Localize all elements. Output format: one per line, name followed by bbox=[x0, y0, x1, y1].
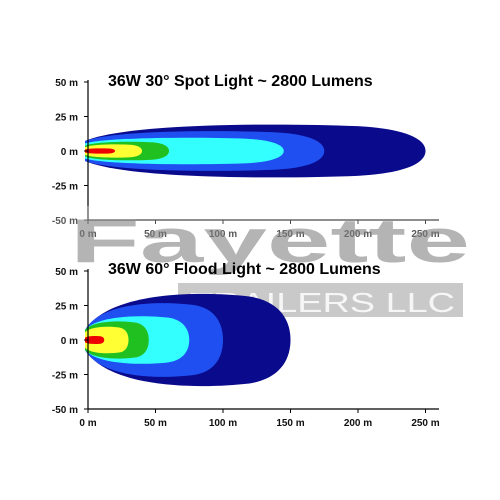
spot-light-chart: 50 m25 m0 m-25 m-50 m0 m 50 m 100 m 150 m 20… bbox=[52, 73, 440, 240]
flood-light-y-tick-label: 25 m bbox=[55, 302, 78, 313]
flood-light-x-tick-label: 150 m bbox=[276, 418, 304, 429]
spot-light-y-tick-label: 0 m bbox=[61, 147, 78, 158]
flood-light-beam-contours bbox=[85, 293, 291, 387]
spot-light-x-tick-label: 100 m bbox=[209, 229, 237, 240]
flood-light-contour-5 bbox=[85, 336, 105, 344]
flood-light-chart-title: 36W 60° Flood Light ~ 2800 Lumens bbox=[108, 261, 381, 278]
flood-light-y-tick-label: -25 m bbox=[52, 371, 78, 382]
spot-light-y-tick-label: -50 m bbox=[52, 216, 78, 227]
flood-light-axes: 50 m25 m0 m-25 m-50 m0 m 50 m 100 m 150 m 20… bbox=[52, 267, 440, 429]
spot-light-y-tick-label: -25 m bbox=[52, 182, 78, 193]
spot-light-x-tick-label: 150 m bbox=[276, 229, 304, 240]
flood-light-x-tick-label: 200 m bbox=[344, 418, 372, 429]
flood-light-contour-4 bbox=[85, 326, 129, 354]
flood-light-x-tick-label: 100 m bbox=[209, 418, 237, 429]
spot-light-x-tick-label: 200 m bbox=[344, 229, 372, 240]
flood-light-y-tick-label: 0 m bbox=[61, 336, 78, 347]
flood-light-y-tick-label: -50 m bbox=[52, 405, 78, 416]
flood-light-x-tick-label: 250 m bbox=[411, 418, 439, 429]
spot-light-axes: 50 m25 m0 m-25 m-50 m0 m 50 m 100 m 150 m 20… bbox=[52, 78, 440, 240]
flood-light-chart: 50 m25 m0 m-25 m-50 m0 m 50 m 100 m 150 m 20… bbox=[52, 261, 440, 429]
spot-light-x-tick-label: 0 m bbox=[79, 229, 96, 240]
watermark-brand-text: Fayette bbox=[70, 207, 470, 276]
flood-light-x-tick-label: 50 m bbox=[144, 418, 167, 429]
spot-light-x-tick-label: 50 m bbox=[144, 229, 167, 240]
spot-light-y-tick-label: 25 m bbox=[55, 113, 78, 124]
spot-light-contour-5 bbox=[85, 148, 115, 154]
spot-light-y-tick-label: 50 m bbox=[55, 78, 78, 89]
spot-light-chart-title: 36W 30° Spot Light ~ 2800 Lumens bbox=[108, 73, 373, 90]
flood-light-x-tick-label: 0 m bbox=[79, 418, 96, 429]
flood-light-y-tick-label: 50 m bbox=[55, 267, 78, 278]
spot-light-x-tick-label: 250 m bbox=[411, 229, 439, 240]
spot-light-beam-contours bbox=[85, 124, 426, 178]
